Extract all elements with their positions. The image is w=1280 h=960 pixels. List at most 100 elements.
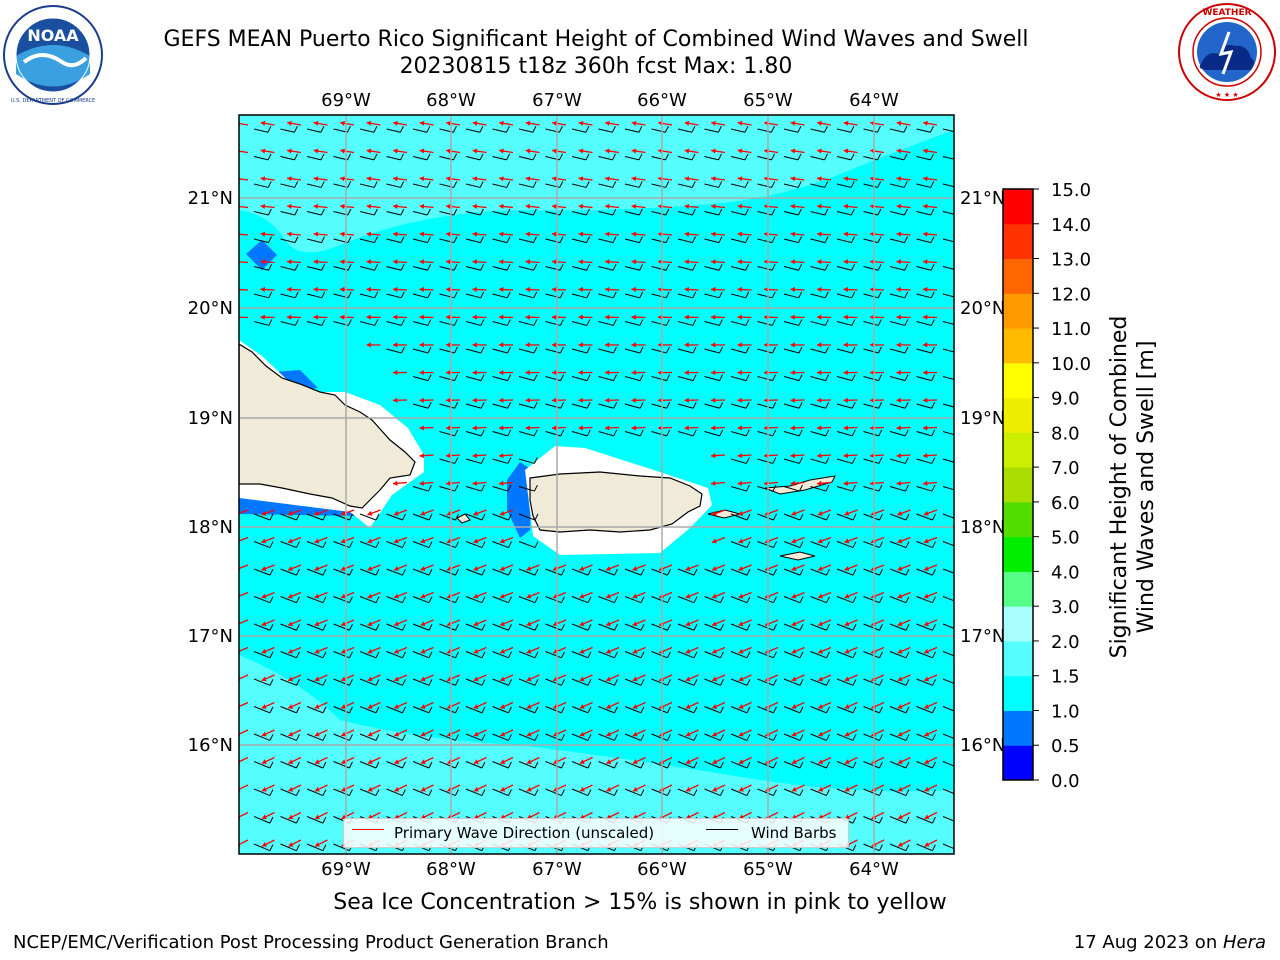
wind-barb (677, 128, 693, 133)
wind-barb-flag (481, 484, 485, 492)
wind-barb (280, 183, 295, 188)
wave-arrow-head (711, 231, 716, 237)
wave-arrow-head (791, 731, 797, 737)
wind-barb (492, 733, 509, 741)
wave-arrow-head (287, 120, 292, 126)
colorbar-segment (1003, 223, 1033, 260)
wind-barb-flag (799, 484, 803, 492)
wind-barb-flag (294, 208, 299, 216)
wind-barb (598, 128, 613, 133)
lat-label-right: 20°N (960, 298, 1005, 319)
wave-arrow-head (632, 814, 638, 820)
wave-arrow-head (923, 566, 929, 571)
wind-barb-flag (826, 679, 830, 686)
wind-barb (677, 678, 695, 686)
wave-arrow-head (341, 814, 347, 820)
wind-barb-flag (454, 789, 459, 796)
wave-arrow-head (473, 538, 479, 544)
wind-barb (783, 293, 799, 299)
wind-barb (280, 843, 297, 852)
wind-barb (942, 486, 954, 491)
wind-barb-flag (294, 236, 299, 243)
wind-barb-flag (269, 541, 274, 548)
wind-barb-flag (534, 651, 539, 659)
wind-barb (863, 403, 879, 409)
chart-title: GEFS MEAN Puerto Rico Significant Height… (163, 27, 1029, 52)
wave-arrow-head (526, 566, 532, 571)
wind-barb (651, 266, 667, 271)
wind-barb-flag (930, 263, 935, 271)
wind-barb-flag (614, 734, 618, 741)
wind-barb-flag (772, 484, 777, 492)
wave-arrow-head (817, 286, 822, 293)
wind-barb-flag (508, 513, 512, 521)
wind-barb-flag (480, 374, 485, 381)
wind-barb-flag (879, 596, 883, 603)
wind-barb-flag (824, 153, 829, 161)
wind-barb-flag (931, 484, 936, 492)
wind-barb-flag (611, 126, 616, 133)
wind-barb (359, 238, 375, 244)
wind-barb-flag (852, 761, 857, 769)
wave-arrow-head (818, 704, 824, 709)
wave-arrow-head (367, 704, 373, 709)
wind-barb-flag (375, 596, 380, 603)
wind-barb (333, 156, 348, 161)
wind-barb (280, 816, 297, 824)
wind-barb (757, 183, 772, 188)
wave-arrow-head (712, 676, 718, 682)
wave-arrow-head (843, 120, 849, 126)
lat-label-left: 17°N (188, 626, 233, 647)
wave-arrow-head (499, 425, 504, 431)
wave-arrow-head (472, 342, 477, 348)
wind-barb (598, 321, 614, 326)
wave-arrow-head (420, 566, 426, 571)
wind-barb-flag (322, 568, 327, 576)
map-legend: Primary Wave Direction (unscaled) Wind B… (343, 818, 849, 848)
wind-barb-flag (586, 346, 591, 354)
wind-barb-flag (481, 651, 486, 659)
wave-arrow-head (764, 369, 769, 376)
wave-arrow-head (711, 397, 716, 403)
wind-barb (942, 788, 954, 795)
wind-barb (810, 403, 826, 409)
wind-barb (624, 568, 642, 576)
wind-barb (571, 238, 587, 244)
wave-arrow-head (260, 259, 265, 265)
wave-direction-legend-line (352, 829, 384, 830)
wind-barb (757, 486, 774, 492)
wind-barb-flag (959, 762, 962, 768)
wave-arrow-head (446, 231, 451, 237)
wind-barb (492, 321, 508, 326)
wave-arrow-head (923, 369, 928, 376)
wind-barb (730, 458, 747, 464)
wind-barb-flag (400, 319, 405, 326)
wind-barb (863, 211, 878, 216)
wind-barb (836, 568, 854, 576)
wind-barb-flag (665, 153, 670, 161)
wind-barb-flag (375, 734, 380, 741)
wind-barb-flag (587, 596, 592, 603)
wind-barb (624, 156, 640, 161)
wave-arrow-head (923, 259, 928, 265)
wave-arrow-head (896, 286, 901, 293)
wave-arrow-head (525, 314, 530, 320)
wave-arrow-head (737, 231, 743, 237)
wave-arrow-head (685, 566, 691, 571)
wind-barb (545, 431, 561, 437)
wave-arrow-head (446, 148, 451, 154)
wave-arrow-head (817, 176, 822, 182)
wind-barb (651, 376, 667, 382)
wind-barb-flag (931, 789, 936, 796)
wind-barb-flag (851, 457, 856, 464)
wind-barb-flag (639, 429, 644, 437)
wave-arrow-head (366, 120, 372, 126)
wind-barb-flag (586, 429, 591, 437)
wave-arrow-head (685, 786, 691, 792)
wind-barb (333, 513, 350, 521)
wave-arrow-head (685, 648, 691, 654)
wind-barb (704, 733, 721, 741)
wave-arrow-head (712, 731, 718, 737)
wind-barb-flag (667, 568, 671, 576)
wave-arrow-head (711, 176, 716, 182)
